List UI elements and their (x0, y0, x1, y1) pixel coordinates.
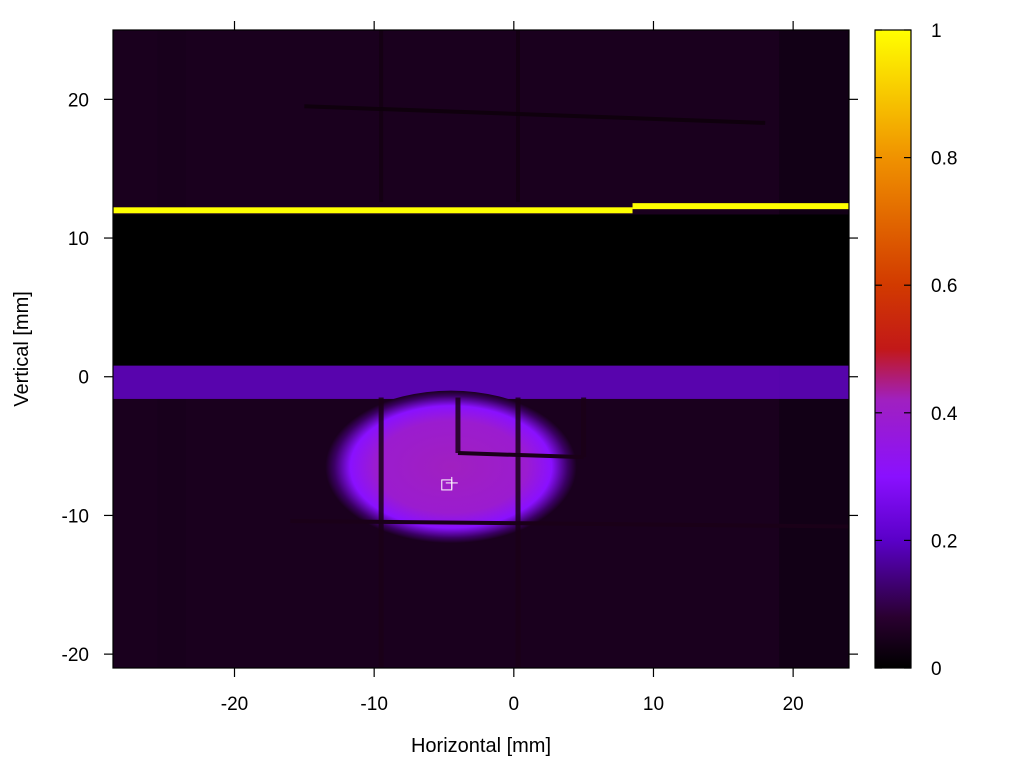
x-tick-label: 10 (643, 694, 664, 715)
y-axis: -20 -10 0 10 20 (62, 90, 858, 666)
faint-horizontal-line (304, 104, 766, 125)
y-tick-label: 10 (68, 229, 89, 250)
dark-band (113, 214, 849, 366)
colorbar-tick-label: 0.6 (931, 276, 957, 297)
x-tick-label: 0 (509, 694, 520, 715)
x-tick-label: -20 (221, 694, 248, 715)
beam-spot (325, 390, 577, 544)
colorbar-tick-label: 1 (931, 21, 942, 42)
x-axis-title: Horizontal [mm] (411, 735, 551, 757)
y-tick-label: -20 (62, 645, 89, 666)
colorbar-tick-label: 0.2 (931, 531, 957, 552)
dark-horizontal-line (290, 518, 849, 529)
y-axis-title: Vertical [mm] (11, 291, 33, 407)
x-axis: -20 -10 0 10 20 (221, 21, 804, 715)
y-tick-label: 20 (68, 90, 89, 111)
plot-frame (112, 29, 850, 669)
y-tick-label: -10 (62, 506, 89, 527)
colorbar-axis: 0 0.2 0.4 0.6 0.8 1 (875, 21, 958, 680)
colorbar-tick-label: 0.4 (931, 404, 958, 425)
colorbar (874, 29, 912, 669)
x-tick-label: -10 (360, 694, 387, 715)
x-tick-label: 20 (783, 694, 804, 715)
plot-area (113, 30, 849, 668)
bright-line (113, 207, 633, 214)
bright-line (632, 203, 849, 210)
colorbar-tick-label: 0 (931, 659, 942, 680)
colorbar-tick-label: 0.8 (931, 149, 957, 170)
dark-horizontal-line (457, 451, 584, 460)
y-tick-label: 0 (78, 368, 89, 389)
